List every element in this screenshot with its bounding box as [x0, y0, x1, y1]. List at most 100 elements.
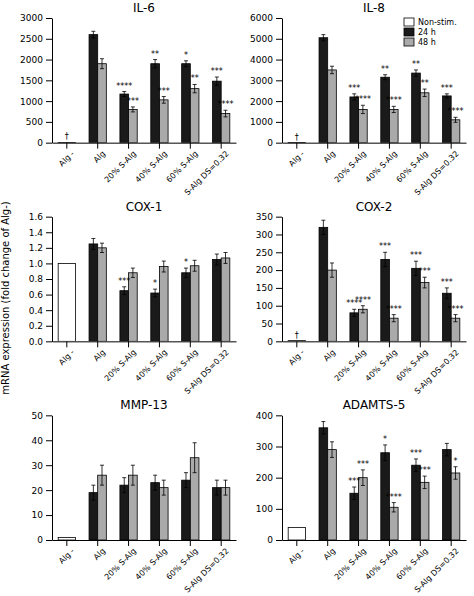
- tick-mark: [190, 540, 191, 546]
- significance: **: [191, 74, 199, 83]
- tick-mark: [451, 540, 452, 546]
- bar: [412, 465, 421, 540]
- error-bar: [100, 59, 104, 69]
- bar: [443, 293, 452, 341]
- tick-mark: [159, 540, 160, 546]
- bar: [213, 81, 222, 143]
- y-tick: 2000: [250, 96, 282, 106]
- error-line: [446, 288, 447, 299]
- x-tick: Alg: [92, 341, 107, 363]
- axis-line: [53, 143, 237, 144]
- tick-label: S-Alg DS=0.32: [183, 348, 231, 396]
- tick-mark: [276, 217, 282, 218]
- tick-mark: [389, 341, 390, 347]
- error-cap: [215, 85, 219, 86]
- y-axis: 0100200300400: [256, 411, 283, 546]
- tick-label: 2500: [20, 34, 43, 44]
- y-tick: 1.2: [29, 243, 52, 253]
- panel: 050100150200250300350Alg -Alg20% S-Alg40…: [256, 200, 467, 396]
- tick-mark: [276, 447, 282, 448]
- error-line: [93, 238, 94, 249]
- error-line: [424, 89, 425, 96]
- bar: [443, 96, 452, 143]
- annotations: †************************: [295, 60, 464, 142]
- bar: [151, 64, 160, 143]
- error-cap: [352, 487, 356, 488]
- error-cap: [100, 58, 104, 59]
- error-cap: [454, 117, 458, 118]
- significance: **: [151, 50, 159, 59]
- tick-label: 40% S-Alg: [134, 149, 169, 184]
- error-cap: [193, 472, 197, 473]
- error-cap: [184, 268, 188, 269]
- error-cap: [184, 66, 188, 67]
- y-tick: 0: [267, 138, 282, 148]
- error-cap: [352, 499, 356, 500]
- tick-label: 100: [256, 504, 273, 514]
- error-line: [124, 478, 125, 493]
- x-tick: Alg -: [57, 143, 76, 169]
- error-cap: [193, 92, 197, 93]
- error-bar: [454, 315, 458, 322]
- tick-mark: [46, 326, 52, 327]
- tick-mark: [46, 101, 52, 102]
- y-axis: 050010001500200025003000: [20, 13, 52, 148]
- error-cap: [414, 275, 418, 276]
- significance: ***: [118, 277, 130, 286]
- error-cap: [392, 502, 396, 503]
- x-tick: S-Alg DS=0.32: [413, 540, 461, 594]
- bar: [221, 488, 230, 540]
- error-cap: [91, 500, 95, 501]
- bar: [58, 263, 75, 341]
- error-bar: [193, 443, 197, 473]
- y-tick: 200: [256, 473, 282, 483]
- panel: 050010001500200025003000Alg -Alg20% S-Al…: [20, 1, 236, 197]
- tick-label: 50: [32, 411, 44, 421]
- error-cap: [162, 96, 166, 97]
- error-bar: [131, 465, 135, 485]
- tick-mark: [46, 263, 52, 264]
- figure: 050010001500200025003000Alg -Alg20% S-Al…: [0, 0, 474, 596]
- error-cap: [454, 479, 458, 480]
- tick-label: 0.2: [29, 321, 43, 331]
- y-tick: 3000: [20, 13, 52, 23]
- error-line: [93, 485, 94, 500]
- error-cap: [122, 294, 126, 295]
- significance: *: [454, 457, 458, 466]
- error-bar: [383, 75, 387, 80]
- error-line: [102, 59, 103, 69]
- error-bar: [224, 480, 228, 495]
- error-cap: [392, 106, 396, 107]
- error-bar: [330, 442, 334, 458]
- error-line: [102, 243, 103, 252]
- significance: **: [381, 65, 389, 74]
- plot-marks: [288, 35, 460, 143]
- error-cap: [131, 277, 135, 278]
- error-bar: [131, 268, 135, 277]
- tick-mark: [46, 310, 52, 311]
- bar: [389, 109, 398, 142]
- x-axis: Alg -Alg20% S-Alg40% S-Alg60% S-AlgS-Alg…: [53, 341, 237, 395]
- tick-mark: [159, 341, 160, 347]
- error-line: [393, 106, 394, 112]
- error-cap: [122, 96, 126, 97]
- error-cap: [131, 268, 135, 269]
- error-cap: [454, 321, 458, 322]
- tick-label: 40% S-Alg: [364, 348, 399, 383]
- error-cap: [224, 263, 228, 264]
- error-cap: [224, 480, 228, 481]
- tick-mark: [46, 465, 52, 466]
- bar: [359, 478, 368, 540]
- bar: [159, 488, 168, 540]
- tick-mark: [66, 341, 67, 347]
- title: ADAMTS-5: [343, 398, 406, 412]
- error-bar: [184, 473, 188, 488]
- bar: [381, 77, 390, 142]
- title: COX-1: [126, 200, 163, 214]
- error-bar: [193, 84, 197, 92]
- tick-label: 40% S-Alg: [364, 149, 399, 184]
- tick-label: Alg: [322, 547, 337, 562]
- error-cap: [392, 314, 396, 315]
- tick-mark: [190, 143, 191, 149]
- axis-line: [53, 540, 237, 541]
